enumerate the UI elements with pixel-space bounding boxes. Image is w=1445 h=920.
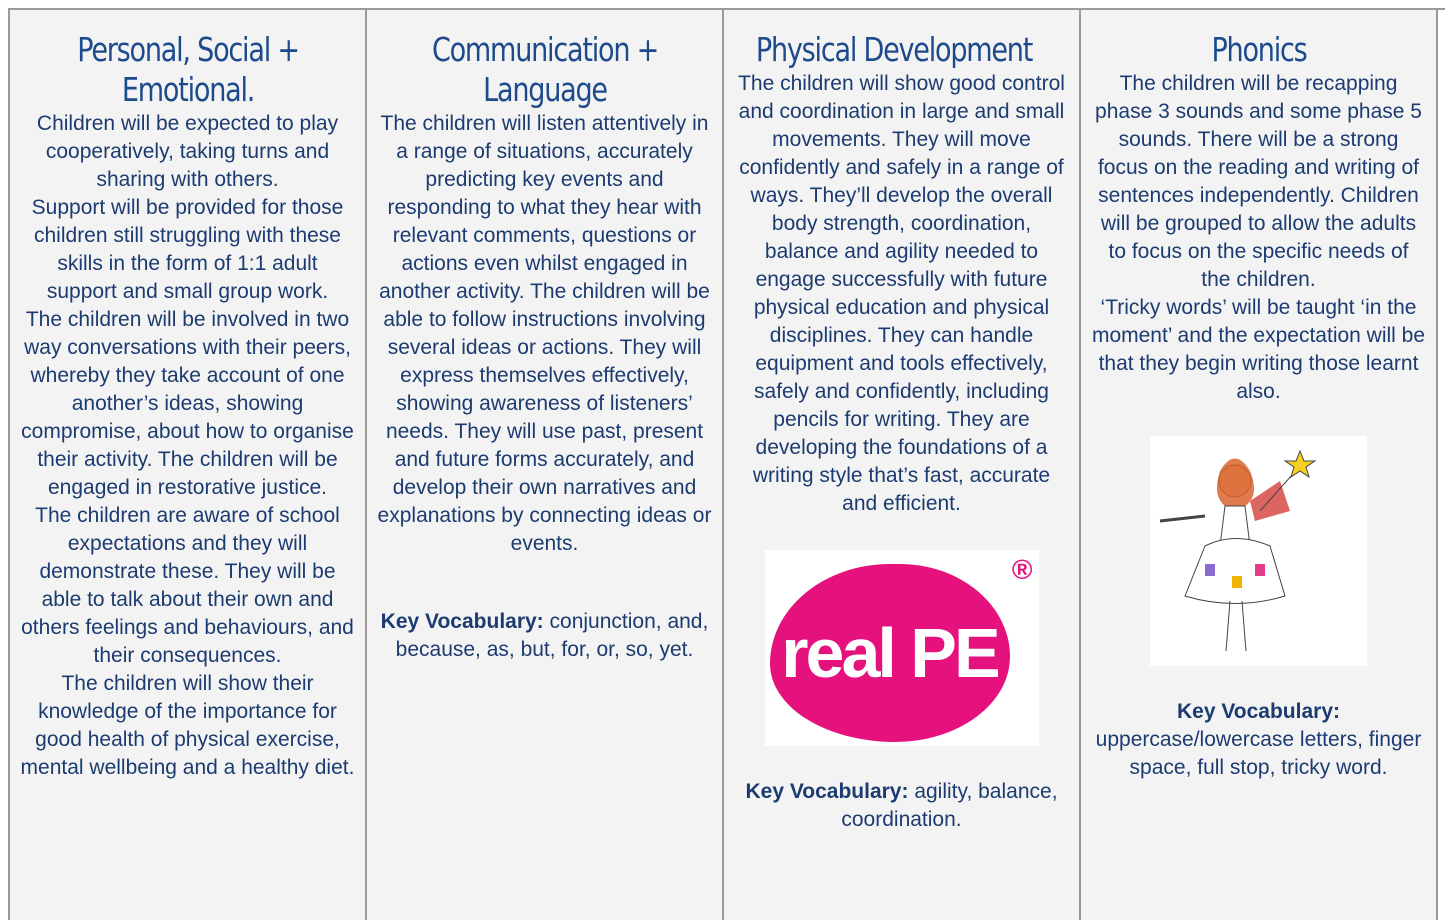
key-text: uppercase/lowercase letters, finger spac… [1095, 728, 1422, 779]
key-label: Key Vocabulary: [380, 610, 544, 633]
real-pe-logo: real PE ® [764, 550, 1039, 746]
paragraph: The children will show their knowledge o… [20, 672, 355, 779]
column: Communication + Language The children wi… [367, 10, 724, 920]
column-title: Communication + Language [431, 30, 658, 109]
fairy-illustration [1150, 436, 1367, 666]
paragraph: The children will be recapping phase 3 s… [1095, 72, 1422, 291]
curriculum-table: Personal, Social + Emotional. Children w… [8, 8, 1445, 920]
column: Physical Development The children will s… [724, 10, 1081, 920]
paragraph: Support will be provided for those child… [31, 196, 344, 303]
paragraph: ‘Tricky words’ will be taught ‘in the mo… [1091, 296, 1426, 403]
logo-mark: ® [1011, 554, 1033, 585]
paragraph: Children will be expected to play cooper… [36, 112, 339, 191]
paragraph: The children are aware of school expecta… [21, 504, 354, 667]
column-title: Physical Development [755, 30, 1033, 69]
column-title: Phonics [1210, 30, 1307, 69]
key-text: agility, balance, coordination. [841, 780, 1058, 831]
paragraph: The children will show good control and … [738, 72, 1065, 515]
key-vocabulary: Key Vocabulary: conjunction, and, becaus… [377, 608, 712, 664]
logo-text: real PE [769, 564, 1010, 742]
key-vocabulary: Key Vocabulary: uppercase/lowercase lette… [1091, 698, 1426, 782]
paragraph: The children will be involved in two way… [21, 308, 354, 499]
key-text: conjunction, and, because, as, but, for,… [395, 610, 709, 661]
column-title: Personal, Social + Emotional. [76, 30, 300, 109]
paragraph: The children will listen attentively in … [377, 112, 712, 555]
key-label: Key Vocabulary: [745, 780, 909, 803]
key-label: Key Vocabulary: [1176, 700, 1340, 723]
column: Phonics The children will be recapping p… [1081, 10, 1438, 920]
key-vocabulary: Key Vocabulary: agility, balance, coordi… [734, 778, 1069, 834]
column: Personal, Social + Emotional. Children w… [10, 10, 367, 920]
